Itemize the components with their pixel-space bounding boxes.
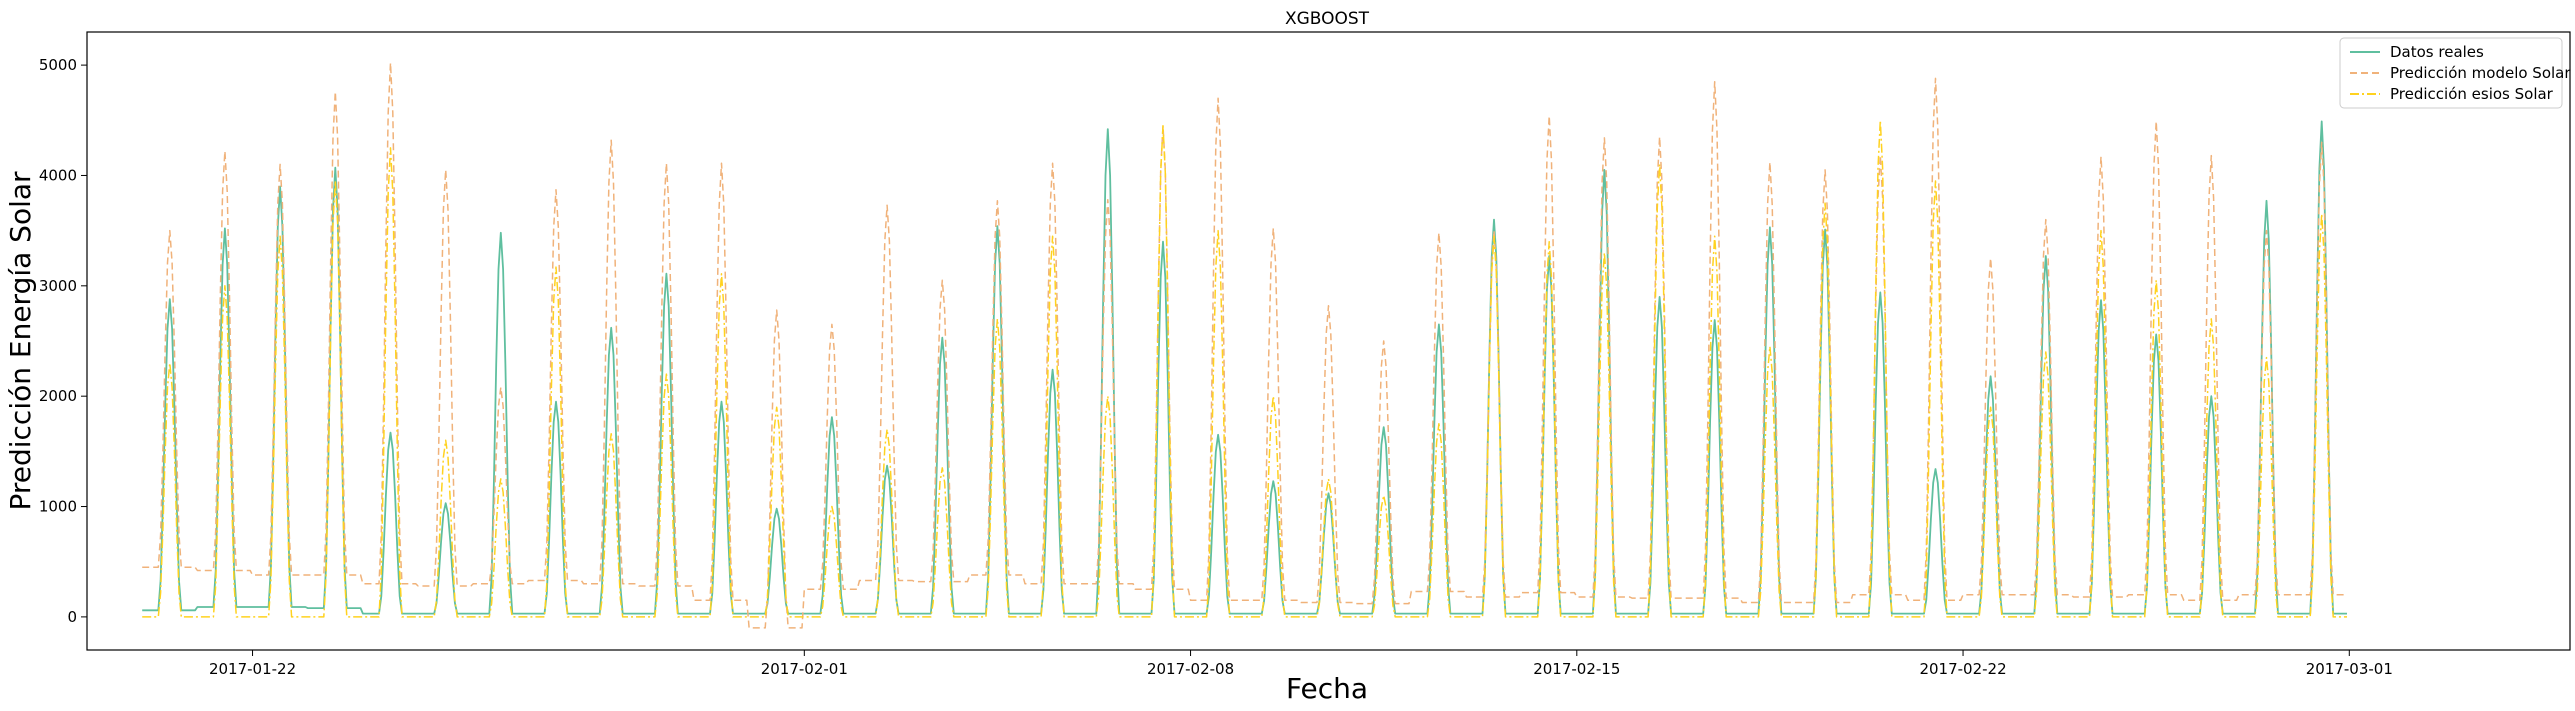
x-tick-label: 2017-02-08	[1147, 660, 1234, 678]
legend-label: Predicción modelo Solar	[2390, 64, 2571, 82]
x-tick-label: 2017-02-01	[761, 660, 848, 678]
x-axis: 2017-01-22 2017-02-01 2017-02-08 2017-02-15…	[209, 650, 2393, 678]
y-axis-label: Predicción Energía Solar	[4, 171, 37, 511]
chart-title: XGBOOST	[1285, 9, 1370, 29]
x-tick-label: 2017-02-22	[1919, 660, 2006, 678]
y-tick-label: 3000	[39, 277, 77, 295]
x-tick-label: 2017-03-01	[2306, 660, 2393, 678]
series-line-2	[142, 62, 2347, 629]
y-tick-label: 2000	[39, 387, 77, 405]
series-line-3	[142, 119, 2347, 618]
y-axis: 0 1000 2000 3000 4000 5000	[39, 56, 87, 626]
x-tick-label: 2017-02-15	[1533, 660, 1620, 678]
legend-box	[2339, 37, 2563, 109]
legend: Datos reales Predicción modelo Solar Predi…	[2339, 37, 2571, 109]
y-tick-label: 0	[67, 608, 77, 626]
y-tick-label: 4000	[39, 166, 77, 184]
x-tick-label: 2017-01-22	[209, 660, 296, 678]
series-lines	[142, 62, 2347, 629]
y-tick-label: 5000	[39, 56, 77, 74]
y-tick-label: 1000	[39, 498, 77, 516]
legend-label: Predicción esios Solar	[2390, 85, 2554, 103]
plot-area	[86, 31, 2571, 651]
series-line-1	[142, 120, 2347, 615]
x-axis-label: Fecha	[1286, 672, 1368, 705]
legend-label: Datos reales	[2390, 43, 2484, 61]
